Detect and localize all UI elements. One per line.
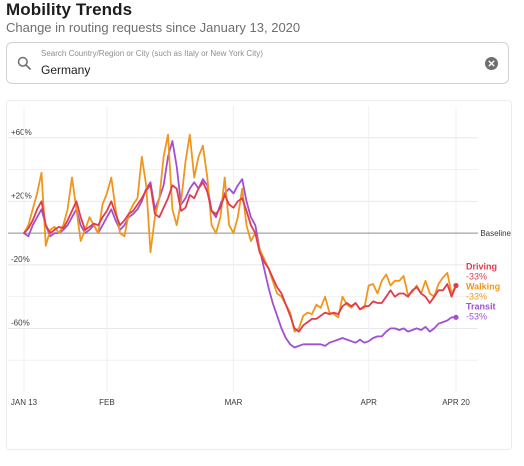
x-tick-label: APR 20 <box>442 398 470 407</box>
page-subtitle: Change in routing requests since January… <box>6 20 301 35</box>
series-line-walking <box>23 133 457 333</box>
series-endpoint-transit <box>453 314 459 320</box>
series-name-transit: Transit <box>466 302 496 312</box>
page-title: Mobility Trends <box>6 0 133 19</box>
x-tick-label: APR <box>361 398 378 407</box>
series-value-walking: -33% <box>466 292 487 302</box>
x-tick-label: FEB <box>99 398 115 407</box>
y-tick-label: -20% <box>11 255 30 264</box>
baseline-label: Baseline <box>480 229 511 238</box>
clear-icon[interactable] <box>485 57 498 70</box>
series-line-transit <box>23 140 457 349</box>
series-value-transit: -53% <box>466 312 487 322</box>
series-name-driving: Driving <box>466 262 497 272</box>
y-tick-label: -60% <box>11 318 30 327</box>
series-name-walking: Walking <box>466 282 500 292</box>
series-value-driving: -33% <box>466 272 487 282</box>
search-icon <box>17 56 31 70</box>
x-tick-label: JAN 13 <box>11 398 38 407</box>
series-endpoint-driving <box>453 282 459 289</box>
search-input[interactable] <box>41 63 461 77</box>
x-tick-label: MAR <box>225 398 243 407</box>
y-tick-label: +20% <box>11 191 32 200</box>
y-tick-label: +60% <box>11 128 32 137</box>
search-box[interactable]: Search Country/Region or City (such as I… <box>6 42 509 84</box>
series-line-driving <box>23 181 457 333</box>
search-placeholder: Search Country/Region or City (such as I… <box>41 49 263 58</box>
chart-card <box>6 100 512 450</box>
